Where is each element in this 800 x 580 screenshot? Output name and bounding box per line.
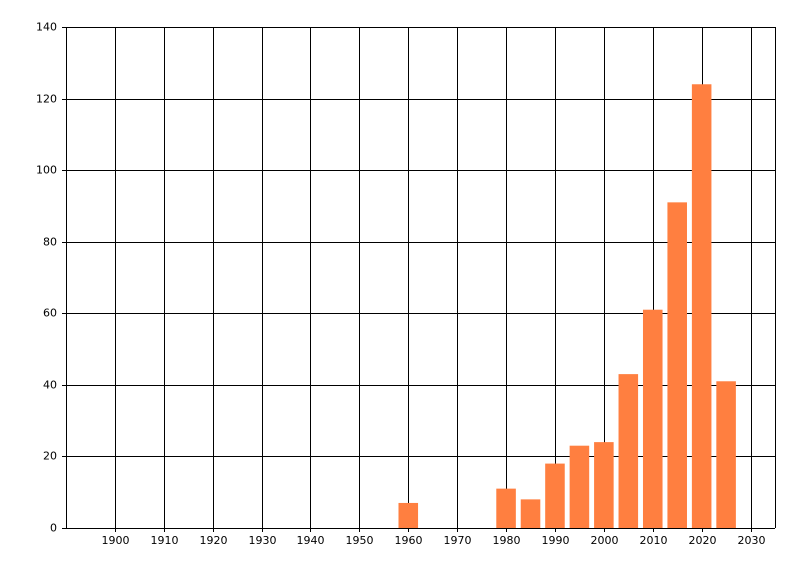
- x-tick-label: 2030: [738, 534, 766, 547]
- x-tick-label: 1910: [151, 534, 179, 547]
- bar: [520, 499, 541, 528]
- y-tick-label: 40: [43, 379, 57, 392]
- y-tick-label: 100: [36, 164, 57, 177]
- y-tick-label: 80: [43, 236, 57, 249]
- bar: [642, 309, 663, 528]
- x-tick-label: 1980: [493, 534, 521, 547]
- y-tick-label: 120: [36, 93, 57, 106]
- bar: [716, 381, 736, 528]
- bar: [496, 488, 516, 528]
- x-tick-label: 2000: [591, 534, 619, 547]
- bar: [398, 502, 419, 528]
- bar: [569, 445, 590, 528]
- bar: [667, 202, 687, 528]
- y-tick-label: 140: [36, 21, 57, 34]
- y-tick-label: 60: [43, 307, 57, 320]
- x-tick-label: 1900: [102, 534, 130, 547]
- bar: [545, 463, 565, 528]
- y-tick-label: 0: [50, 522, 57, 535]
- x-tick-label: 1970: [444, 534, 472, 547]
- y-tick-label: 20: [43, 450, 57, 463]
- x-tick-label: 1920: [200, 534, 228, 547]
- bar: [691, 84, 712, 528]
- bar: [594, 442, 614, 528]
- x-tick-label: 1940: [297, 534, 325, 547]
- x-tick-label: 1930: [249, 534, 277, 547]
- x-tick-label: 1950: [346, 534, 374, 547]
- x-tick-label: 2020: [689, 534, 717, 547]
- x-tick-label: 2010: [640, 534, 668, 547]
- x-tick-label: 1990: [542, 534, 570, 547]
- bar: [618, 374, 639, 528]
- x-tick-label: 1960: [395, 534, 423, 547]
